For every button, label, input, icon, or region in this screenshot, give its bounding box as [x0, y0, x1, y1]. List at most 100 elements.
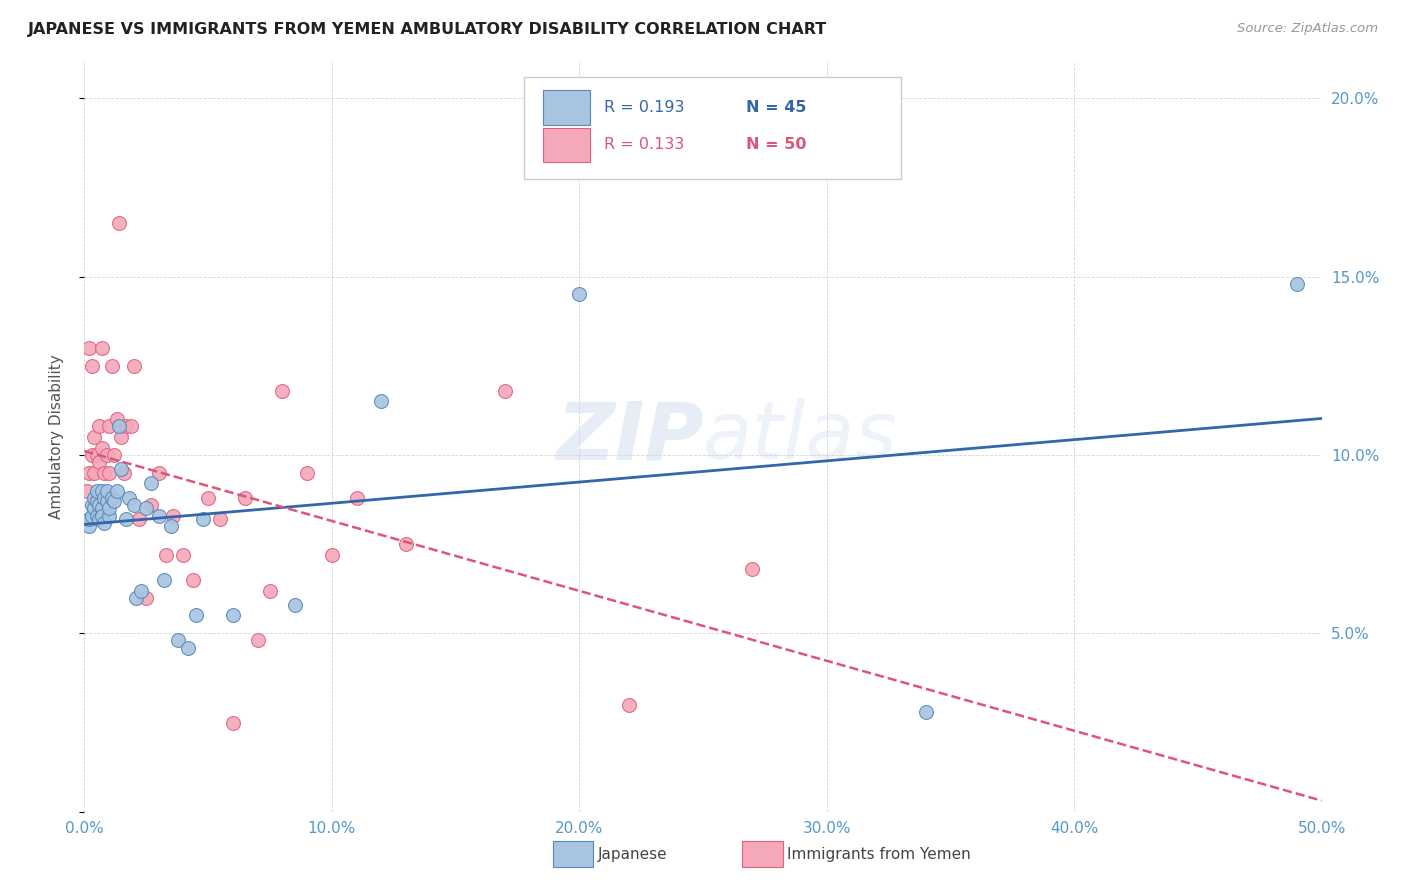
Point [80, 498, 103, 512]
Point [83, 430, 105, 444]
Point [98, 466, 121, 480]
Point [284, 598, 307, 612]
Point [129, 583, 152, 598]
Point [90, 508, 112, 523]
Point [346, 491, 368, 505]
Point [79, 341, 101, 355]
Point [93, 466, 115, 480]
Text: Source: ZipAtlas.com: Source: ZipAtlas.com [1237, 22, 1378, 36]
Point [105, 483, 128, 498]
Point [148, 508, 170, 523]
Point [89, 455, 111, 469]
Text: Japanese: Japanese [598, 847, 668, 862]
Point [120, 419, 142, 434]
Point [105, 412, 128, 426]
Point [110, 430, 132, 444]
Point [181, 573, 204, 587]
Text: R = 0.193: R = 0.193 [605, 100, 685, 115]
Point [177, 640, 200, 655]
Point [83, 466, 105, 480]
Point [209, 512, 232, 526]
FancyBboxPatch shape [543, 128, 591, 162]
Point [79, 519, 101, 533]
Point [80, 448, 103, 462]
Point [98, 419, 121, 434]
Point [108, 216, 131, 230]
Point [96, 494, 118, 508]
Point [167, 633, 190, 648]
Point [141, 498, 163, 512]
Point [79, 512, 101, 526]
Point [197, 491, 219, 505]
Point [152, 573, 174, 587]
Point [83, 501, 105, 516]
Point [89, 419, 111, 434]
Point [1285, 277, 1308, 291]
Point [96, 448, 118, 462]
Point [80, 359, 103, 373]
Point [108, 419, 131, 434]
Point [191, 512, 214, 526]
Point [148, 466, 170, 480]
Point [86, 448, 108, 462]
Text: ZIP: ZIP [555, 398, 703, 476]
Point [259, 583, 281, 598]
Point [86, 494, 108, 508]
Point [135, 591, 157, 605]
Point [321, 548, 343, 562]
Point [222, 608, 245, 623]
Point [98, 501, 121, 516]
Point [617, 698, 640, 712]
Point [89, 512, 111, 526]
Point [103, 448, 125, 462]
Point [86, 491, 108, 505]
Point [96, 483, 118, 498]
Point [115, 419, 138, 434]
Point [100, 491, 122, 505]
Point [112, 466, 135, 480]
Point [110, 462, 132, 476]
Point [172, 548, 194, 562]
FancyBboxPatch shape [543, 90, 591, 125]
Text: R = 0.133: R = 0.133 [605, 137, 685, 153]
Point [98, 508, 121, 523]
Text: Immigrants from Yemen: Immigrants from Yemen [787, 847, 972, 862]
Point [246, 633, 269, 648]
Point [118, 491, 141, 505]
Y-axis label: Ambulatory Disability: Ambulatory Disability [49, 355, 63, 519]
Point [914, 705, 936, 719]
Point [80, 508, 103, 523]
Point [90, 441, 112, 455]
Point [86, 483, 108, 498]
Point [122, 359, 145, 373]
Point [93, 491, 115, 505]
Point [271, 384, 294, 398]
Point [395, 537, 418, 551]
Point [100, 359, 122, 373]
Point [135, 501, 157, 516]
Point [89, 498, 111, 512]
Point [90, 501, 112, 516]
Point [93, 516, 115, 530]
FancyBboxPatch shape [523, 78, 901, 178]
Point [76, 483, 98, 498]
Point [155, 548, 177, 562]
Point [90, 341, 112, 355]
Point [96, 491, 118, 505]
Point [160, 519, 183, 533]
Point [741, 562, 763, 576]
Point [233, 491, 256, 505]
Text: N = 50: N = 50 [747, 137, 807, 153]
Point [93, 491, 115, 505]
Point [125, 591, 148, 605]
Point [162, 508, 184, 523]
Point [103, 494, 125, 508]
Point [568, 287, 591, 301]
Point [184, 608, 207, 623]
Point [86, 508, 108, 523]
Point [83, 491, 105, 505]
Point [141, 476, 163, 491]
Point [115, 512, 138, 526]
Point [370, 394, 392, 409]
Text: atlas: atlas [703, 398, 898, 476]
